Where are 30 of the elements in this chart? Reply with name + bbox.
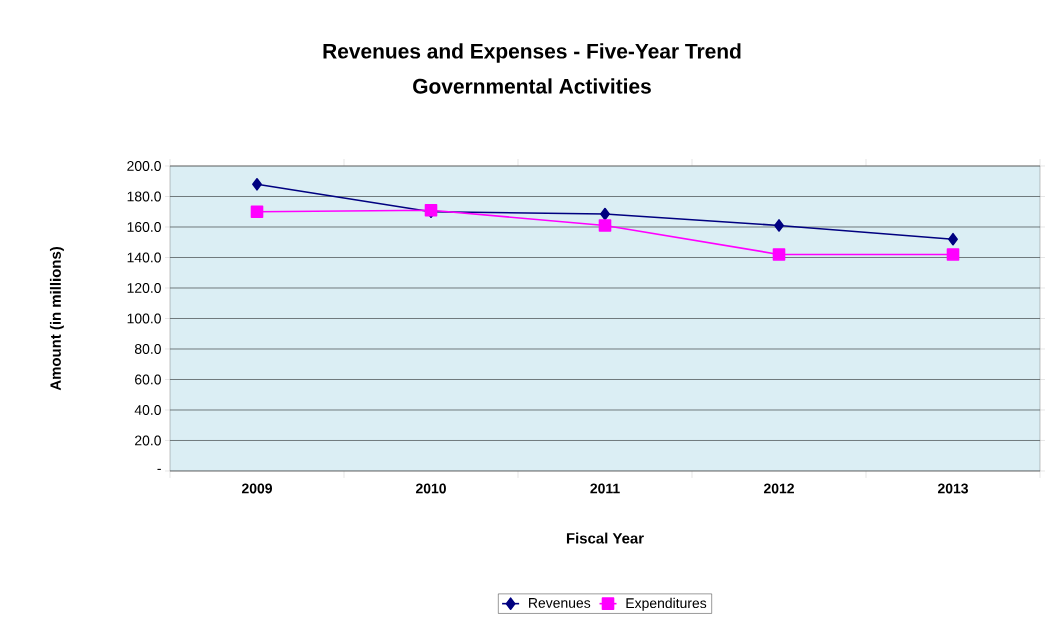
point: [252, 177, 262, 191]
y-tick-label: 40.0: [134, 405, 161, 415]
y-tick-label: 100.0: [127, 313, 161, 324]
chart-subtitle: Governmental Activities: [413, 78, 651, 94]
y-tick-label: 160.0: [127, 222, 161, 232]
y-tick-label: 200.0: [127, 161, 161, 171]
x-axis-title: Fiscal Year: [566, 532, 644, 544]
point: [598, 219, 612, 232]
x-tick-label: 2009: [241, 483, 273, 494]
legend-label: Expenditures: [626, 597, 707, 611]
x-tick-label: 2011: [590, 483, 620, 494]
x-tick-label: 2010: [415, 483, 446, 494]
y-tick-label: -: [157, 468, 161, 470]
x-tick-label: 2012: [763, 483, 794, 494]
legend-label: Revenues: [529, 598, 591, 608]
y-tick-label: 60.0: [135, 374, 161, 385]
y-axis-title: Amount (in millions): [49, 247, 64, 391]
point: [772, 248, 786, 261]
y-tick-label: 20.0: [135, 435, 161, 446]
point: [946, 248, 960, 261]
x-tick-label: 2013: [937, 483, 969, 494]
point: [774, 219, 784, 232]
chart-title: Revenues and Expenses - Five-Year Trend: [323, 43, 741, 63]
y-tick-label: 180.0: [127, 191, 161, 202]
y-tick-label: 80.0: [134, 344, 161, 354]
point: [250, 205, 264, 219]
y-tick-label: 120.0: [127, 283, 161, 293]
point: [948, 232, 958, 246]
point: [600, 207, 610, 221]
y-tick-label: 140.0: [127, 252, 161, 263]
